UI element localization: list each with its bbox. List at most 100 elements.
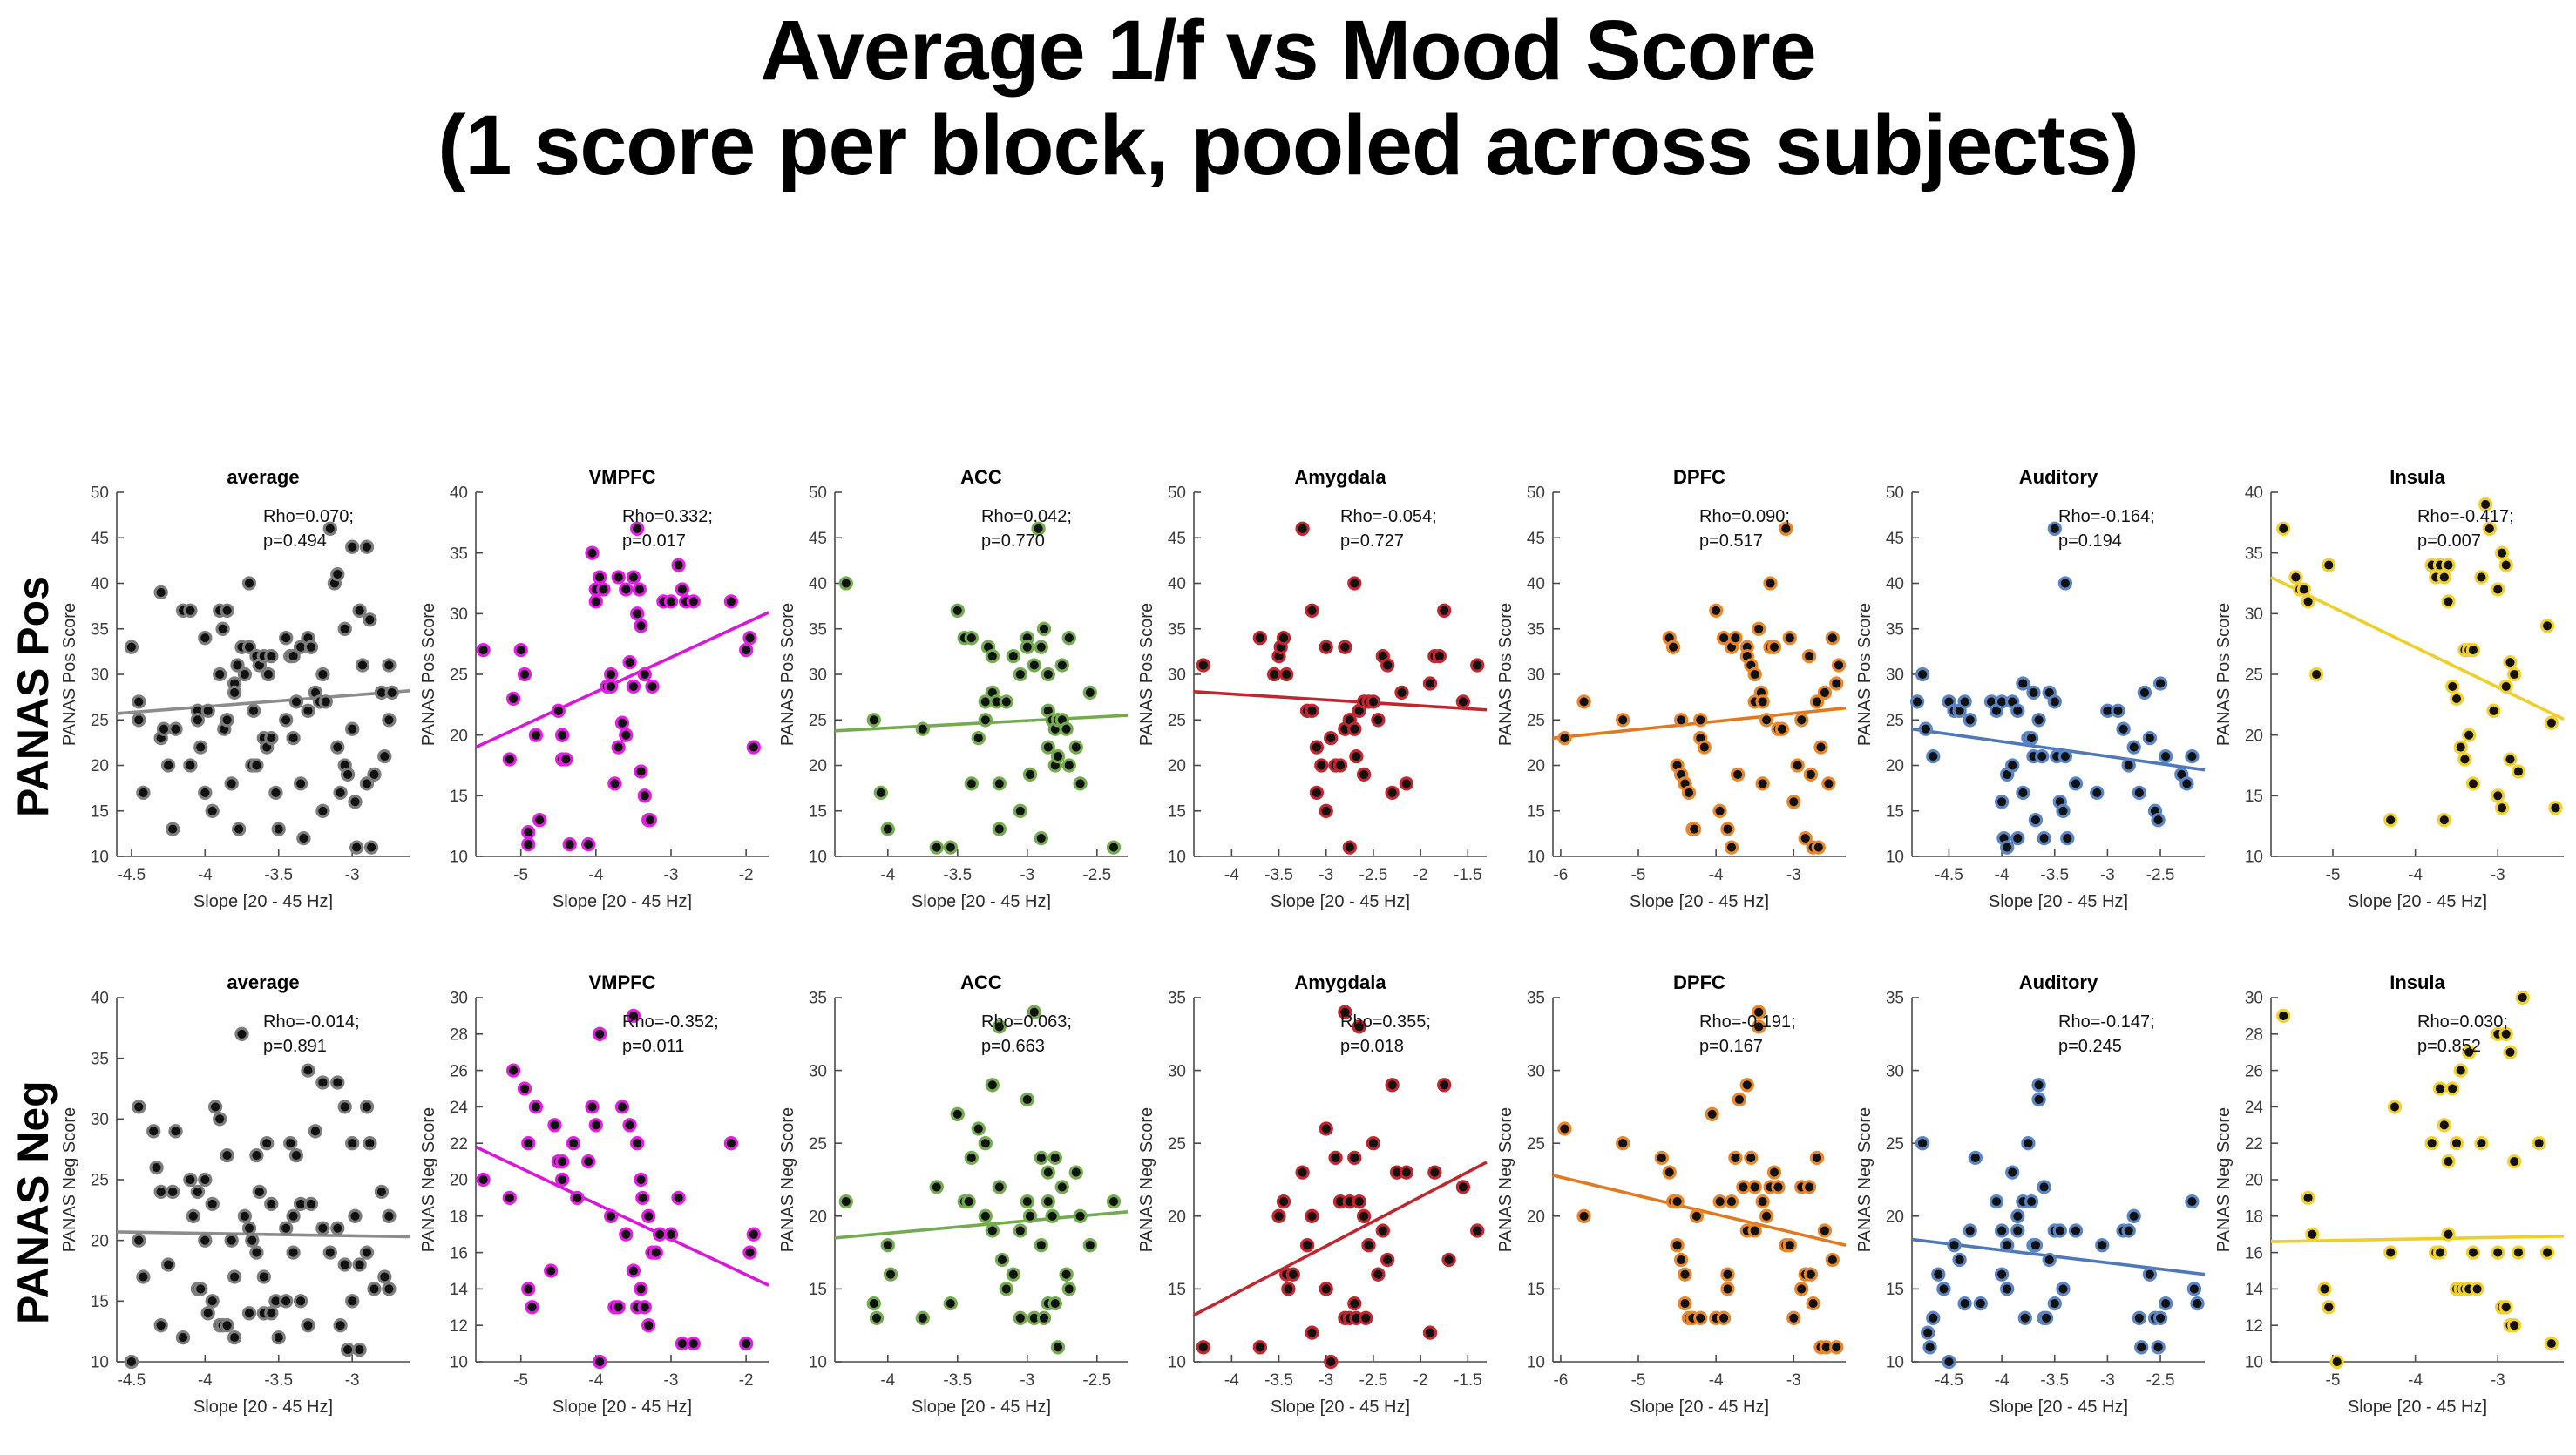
scatter-point xyxy=(630,606,645,621)
y-tick-label: 35 xyxy=(809,620,827,639)
scatter-point xyxy=(742,1245,757,1260)
trend-line xyxy=(475,611,769,749)
scatter-point xyxy=(382,713,397,728)
scatter-point xyxy=(1356,767,1372,782)
scatter-point xyxy=(234,1026,249,1041)
scatter-point xyxy=(301,703,315,718)
scatter-point xyxy=(562,836,577,852)
scatter-point xyxy=(2494,801,2510,815)
scatter-point xyxy=(1319,1282,1333,1296)
scatter-point xyxy=(205,1294,220,1309)
scatter-point xyxy=(593,1354,607,1370)
scatter-point xyxy=(1061,631,1076,646)
scatter-point xyxy=(279,1294,294,1309)
y-tick-label: 45 xyxy=(809,530,827,548)
scatter-point xyxy=(1747,1180,1762,1194)
y-tick-label: 30 xyxy=(1886,1062,1904,1080)
scatter-point xyxy=(2301,594,2315,609)
scatter-point xyxy=(1803,767,1819,782)
scatter-point xyxy=(1047,1150,1062,1166)
scatter-point xyxy=(2035,748,2050,764)
scatter-point xyxy=(2494,545,2510,560)
scatter-point xyxy=(1034,1238,1048,1253)
scatter-point xyxy=(2056,1282,2071,1296)
x-tick-label: -4.5 xyxy=(118,1371,146,1390)
y-axis-label: PANAS Neg Score xyxy=(61,1107,79,1252)
scatter-point xyxy=(1771,1180,1786,1194)
scatter-point xyxy=(231,822,247,836)
x-tick-label: -4 xyxy=(198,866,213,884)
x-tick-label: -4 xyxy=(198,1371,213,1390)
scatter-point xyxy=(348,795,363,809)
y-tick-label: 25 xyxy=(1168,712,1186,730)
scatter-point xyxy=(2437,813,2451,828)
scatter-point xyxy=(2010,1223,2025,1238)
y-tick-label: 40 xyxy=(91,575,109,593)
scatter-point xyxy=(943,1296,958,1311)
scatter-point xyxy=(1252,631,1268,646)
scatter-point xyxy=(614,1100,630,1114)
x-tick-label: -3.5 xyxy=(943,1371,972,1390)
scatter-point xyxy=(1786,1310,1801,1325)
scatter-point xyxy=(1342,840,1357,855)
scatter-point xyxy=(136,785,151,801)
y-tick-label: 15 xyxy=(1168,1281,1186,1299)
scatter-point xyxy=(1616,713,1630,728)
scatter-point xyxy=(2186,1282,2202,1296)
scatter-point xyxy=(671,1190,686,1206)
x-tick-label: -4 xyxy=(2408,866,2423,884)
scatter-point xyxy=(1801,1180,1817,1194)
subplot-average-neg: average 10 15 20 25 30 35 40 -4.5 -4 -3.5 -3 Slope [… xyxy=(60,971,420,1446)
scatter-point xyxy=(2028,813,2044,828)
trend-line xyxy=(116,689,410,715)
scatter-point xyxy=(2301,1190,2315,1206)
scatter-point xyxy=(1068,1165,1083,1180)
scatter-point xyxy=(1825,631,1840,646)
scatter-point xyxy=(183,1172,198,1188)
scatter-point xyxy=(521,836,536,852)
scatter-point xyxy=(1399,1165,1414,1180)
scatter-point xyxy=(2539,619,2555,633)
scatter-point xyxy=(1027,658,1041,673)
scatter-point xyxy=(880,822,895,836)
y-axis-label: PANAS Pos Score xyxy=(420,603,438,746)
x-tick-label: -5 xyxy=(1631,1371,1646,1390)
scatter-point xyxy=(1803,1267,1819,1282)
y-tick-label: 35 xyxy=(91,1050,109,1068)
scatter-point xyxy=(1730,767,1746,782)
scatter-point xyxy=(517,1081,532,1096)
scatter-point xyxy=(237,667,253,682)
scatter-point xyxy=(2017,1310,2032,1325)
scatter-point xyxy=(2068,776,2084,791)
scatter-point xyxy=(1196,1340,1210,1355)
subplot-insula-neg: Insula 10 12 14 16 18 20 22 24 26 28 30 -5 -4 -3 Slope … xyxy=(2214,971,2574,1446)
scatter-point xyxy=(1616,1136,1630,1151)
scatter-point xyxy=(2142,730,2158,746)
y-tick-label: 20 xyxy=(1527,1208,1545,1226)
scatter-point xyxy=(286,1245,301,1260)
y-tick-label: 30 xyxy=(91,1111,109,1129)
scatter-point xyxy=(153,1184,168,1200)
rho-annotation: Rho=-0.191; xyxy=(1699,1012,1796,1032)
scatter-point xyxy=(634,764,648,779)
scatter-point xyxy=(168,721,183,736)
y-tick-label: 10 xyxy=(91,1354,109,1372)
scatter-point xyxy=(1709,603,1724,618)
y-tick-label: 25 xyxy=(91,1172,109,1190)
scatter-point xyxy=(2491,1245,2505,1260)
x-axis-label: Slope [20 - 45 Hz] xyxy=(552,892,692,911)
scatter-point xyxy=(198,1172,213,1188)
scatter-point xyxy=(1279,667,1294,682)
scatter-point xyxy=(1947,1238,1962,1253)
scatter-point xyxy=(1285,1267,1300,1282)
p-annotation: p=0.018 xyxy=(1340,1037,1404,1056)
p-annotation: p=0.663 xyxy=(981,1037,1045,1056)
scatter-point xyxy=(1662,1165,1677,1180)
y-tick-label: 50 xyxy=(1527,484,1545,503)
scatter-point xyxy=(355,658,370,673)
rho-annotation: Rho=0.042; xyxy=(981,507,1072,526)
x-axis-label: Slope [20 - 45 Hz] xyxy=(1630,1397,1769,1417)
scatter-point xyxy=(663,1227,679,1242)
scatter-point xyxy=(1422,1325,1438,1340)
rho-annotation: Rho=-0.054; xyxy=(1340,507,1437,526)
